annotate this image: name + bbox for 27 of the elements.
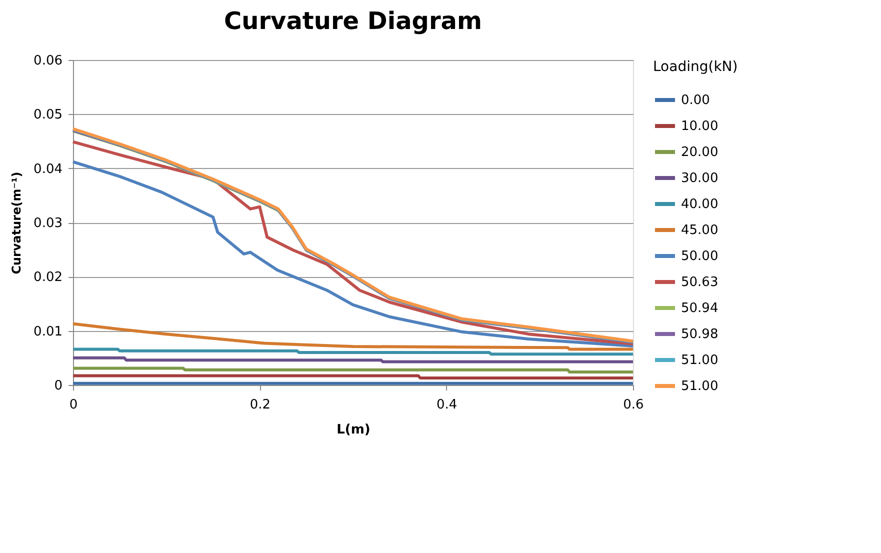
y-tick-label: 0.05 [34,108,62,123]
y-tick-label: 0.06 [34,54,62,68]
legend-label: 51.00 [681,379,718,394]
legend-label: 30.00 [681,171,718,186]
chart-title: Curvature Diagram [224,7,482,35]
y-tick-label: 0.01 [34,324,62,340]
x-axis-title: L(m) [336,422,370,438]
x-tick-label: 0.2 [250,398,271,412]
legend-label: 0.00 [681,93,710,108]
legend-label: 51.00 [681,353,718,368]
y-tick-label: 0.03 [34,216,62,231]
legend-title: Loading(kN) [653,59,738,75]
legend-label: 20.00 [681,145,718,160]
legend-label: 50.00 [681,249,718,264]
y-tick-label: 0 [54,378,62,394]
y-tick-label: 0.02 [34,270,62,286]
legend-label: 50.63 [681,275,718,290]
legend-label: 40.00 [681,197,718,212]
x-tick-label: 0.4 [436,398,458,412]
legend-label: 10.00 [681,119,718,134]
x-tick-label: 0.6 [623,398,644,412]
x-tick-label: 0 [69,398,78,412]
y-tick-label: 0.04 [34,162,62,177]
legend-label: 50.94 [681,301,718,316]
legend-label: 50.98 [681,327,718,342]
y-axis-title: Curvature(m⁻¹) [10,172,24,274]
legend-label: 45.00 [681,223,718,238]
